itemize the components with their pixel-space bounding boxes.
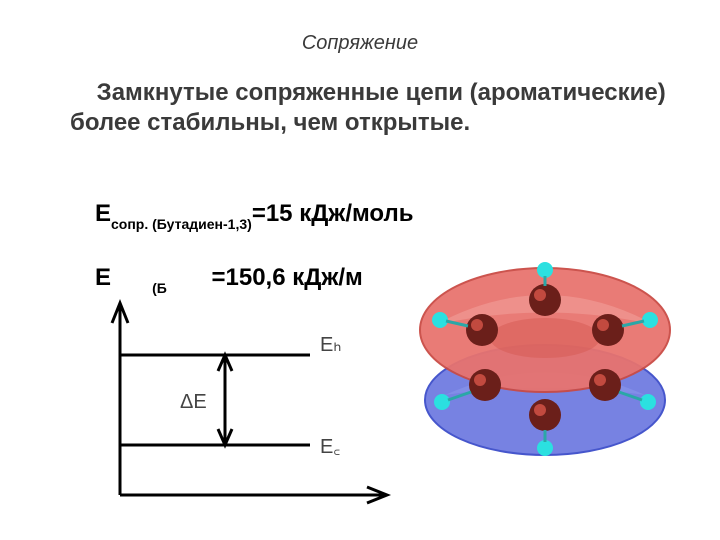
diagram-label-eh: Eₕ [320,334,341,356]
formula-base: Е [95,264,111,291]
diagram-label-delta: ΔE [180,391,207,413]
body-paragraph: Замкнутые сопряженные цепи (ароматически… [70,78,670,138]
formula-sub-hidden2: ензол) [167,280,212,296]
formula-base: Е [95,200,111,227]
formula-sub-hidden: сопр. [111,280,152,296]
slide: Сопряжение Замкнутые сопряженные цепи (а… [0,0,720,540]
formula-value: =150,6 кДж/м [212,264,363,291]
energy-diagram: Eₕ E꜀ ΔE [95,295,395,505]
formula-subscript: сопр. (Бутадиен-1,3) [111,216,252,232]
slide-title: Сопряжение [0,32,720,55]
formula-sub-visible: (Б [152,280,167,296]
benzene-orbital-icon [400,230,690,490]
diagram-label-ec: E꜀ [320,436,340,458]
formula-butadiene: Есопр. (Бутадиен-1,3)=15 кДж/моль [95,200,595,230]
formula-value: =15 кДж/моль [252,200,414,227]
